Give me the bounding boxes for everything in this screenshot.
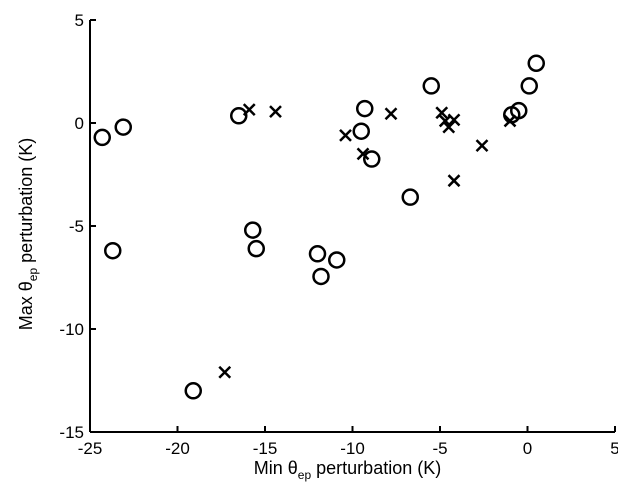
circle-marker <box>422 77 440 95</box>
circle-marker <box>247 239 265 258</box>
circle-marker <box>527 54 545 73</box>
data-markers <box>93 54 545 400</box>
x-marker <box>447 113 461 127</box>
x-marker <box>435 106 449 120</box>
circle-marker <box>520 77 538 95</box>
circle-marker <box>244 221 262 239</box>
y-tick-label: -5 <box>69 217 84 236</box>
x-axis-label-subscript: ep <box>298 468 312 482</box>
x-tick-label: -25 <box>78 439 103 458</box>
x-tick-label: -15 <box>253 439 278 458</box>
x-marker <box>218 365 232 379</box>
y-tick-label: 0 <box>75 114 84 133</box>
x-tick-label: 0 <box>523 439 532 458</box>
x-tick-label: -20 <box>165 439 190 458</box>
x-marker <box>503 114 517 128</box>
y-axis-label-prefix: Max <box>16 291 36 330</box>
circle-marker <box>93 128 111 147</box>
circle-marker <box>356 99 374 118</box>
y-axis-label-suffix: perturbation (K) <box>16 138 36 268</box>
y-axis-label-subscript: ep <box>26 268 40 282</box>
x-marker <box>242 103 256 116</box>
y-tick-label: 5 <box>75 11 84 30</box>
x-tick-label: -5 <box>432 439 447 458</box>
circle-marker <box>104 241 122 260</box>
x-marker <box>475 139 489 153</box>
x-marker <box>339 128 352 142</box>
x-axis-label-symbol: θ <box>288 458 298 478</box>
x-marker <box>356 147 370 161</box>
x-tick-label: -10 <box>340 439 365 458</box>
circle-marker <box>401 188 419 206</box>
circle-marker <box>184 382 202 400</box>
circle-marker <box>363 150 381 168</box>
x-axis-label-prefix: Min <box>254 458 288 478</box>
x-ticks: -25 -20 -15 -10 -5 0 5 <box>78 426 618 458</box>
y-axis-label-symbol: θ <box>16 281 36 291</box>
y-tick-label: -10 <box>59 320 84 339</box>
x-tick-label: 5 <box>610 439 618 458</box>
x-marker <box>384 107 398 121</box>
circle-marker <box>230 107 248 125</box>
y-ticks: -15 -10 -5 0 5 <box>59 11 96 442</box>
circle-marker <box>312 267 330 286</box>
x-axis-label: Min θep perturbation (K) <box>254 458 441 482</box>
circle-marker <box>328 251 346 269</box>
x-marker <box>447 174 461 188</box>
x-axis-label-suffix: perturbation (K) <box>311 458 441 478</box>
x-marker <box>442 120 456 134</box>
circle-marker <box>308 245 327 263</box>
circle-marker <box>352 122 370 140</box>
circle-marker <box>510 101 528 120</box>
y-tick-label: -15 <box>59 423 84 442</box>
y-axis-label: Max θep perturbation (K) <box>16 138 40 330</box>
x-marker <box>269 105 282 119</box>
circle-marker <box>114 118 132 136</box>
